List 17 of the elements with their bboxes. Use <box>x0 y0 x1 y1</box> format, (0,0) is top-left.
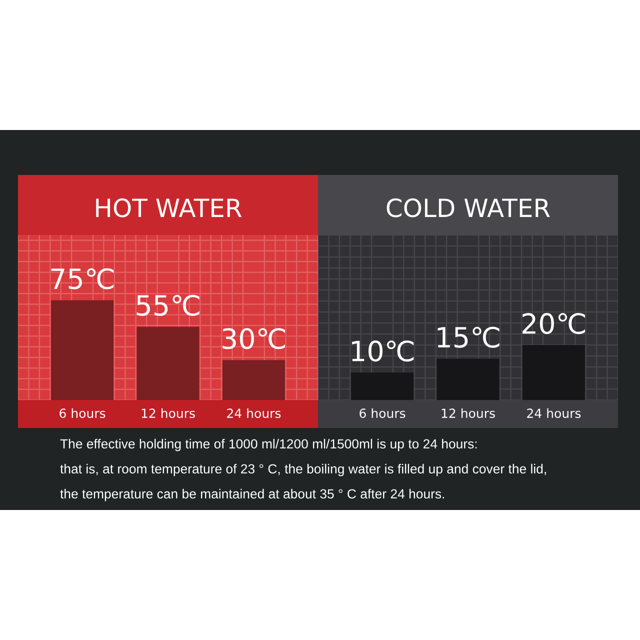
chart-title: HOT WATER <box>96 198 242 218</box>
data-label: 20℃ <box>522 313 586 334</box>
x-tick-label: 6 hours <box>360 408 406 418</box>
data-label: 15℃ <box>438 326 500 348</box>
x-tick-label: 24 hours <box>527 408 581 418</box>
text: that is, at room temperature of 23 ° C, the boiling water is filled up and cover the lid, <box>60 464 546 476</box>
data-label: 75℃ <box>51 268 114 290</box>
x-tick-label: 24 hours <box>227 408 281 418</box>
data-label: 55℃ <box>136 294 200 316</box>
text: The effective holding time of 1000 ml/1200 ml/1500ml is up to 24 hours: <box>60 438 477 452</box>
data-label: 10℃ <box>352 340 414 362</box>
x-tick-label: 12 hours <box>142 408 195 418</box>
x-tick-label: 6 hours <box>60 408 106 418</box>
x-tick-label: 12 hours <box>442 408 495 418</box>
data-label: 30℃ <box>222 328 286 350</box>
chart-title: COLD WATER <box>386 198 550 218</box>
text: the temperature can be maintained at about 35 ° C after 24 hours. <box>60 488 444 502</box>
